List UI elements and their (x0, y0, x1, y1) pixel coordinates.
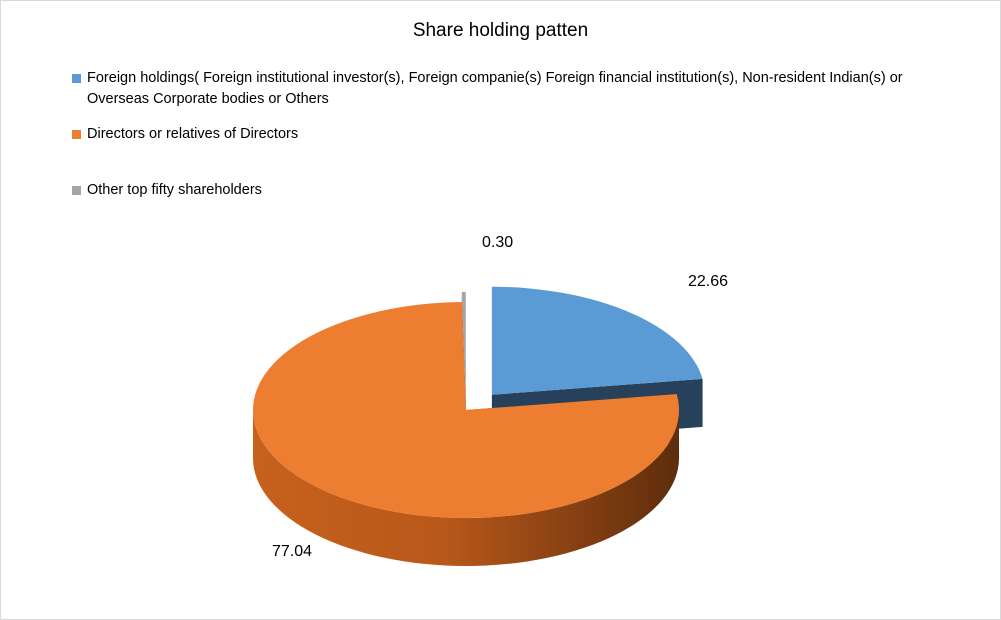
legend-item-other-top-fifty: Other top fifty shareholders (72, 180, 262, 201)
pie-slice-other-top-fifty (461, 291, 466, 400)
data-label-other-top-fifty: 0.30 (482, 234, 513, 251)
chart-title: Share holding patten (412, 20, 589, 41)
legend-swatch-directors (72, 130, 81, 139)
legend-item-foreign-holdings: Foreign holdings( Foreign institutional … (72, 68, 952, 110)
legend-swatch-other-top-fifty (72, 186, 81, 195)
legend-label-foreign-holdings: Foreign holdings( Foreign institutional … (87, 70, 903, 107)
data-label-foreign-holdings: 22.66 (688, 273, 728, 290)
pie-slice-foreign-holdings (491, 286, 703, 395)
legend-item-directors: Directors or relatives of Directors (72, 124, 298, 145)
legend-label-other-top-fifty: Other top fifty shareholders (87, 182, 262, 198)
legend-label-directors: Directors or relatives of Directors (87, 126, 299, 142)
pie-side-directors (253, 410, 679, 566)
pie-slice-directors (253, 302, 679, 518)
legend-swatch-foreign-holdings (72, 74, 81, 83)
data-label-directors: 77.04 (272, 543, 312, 560)
